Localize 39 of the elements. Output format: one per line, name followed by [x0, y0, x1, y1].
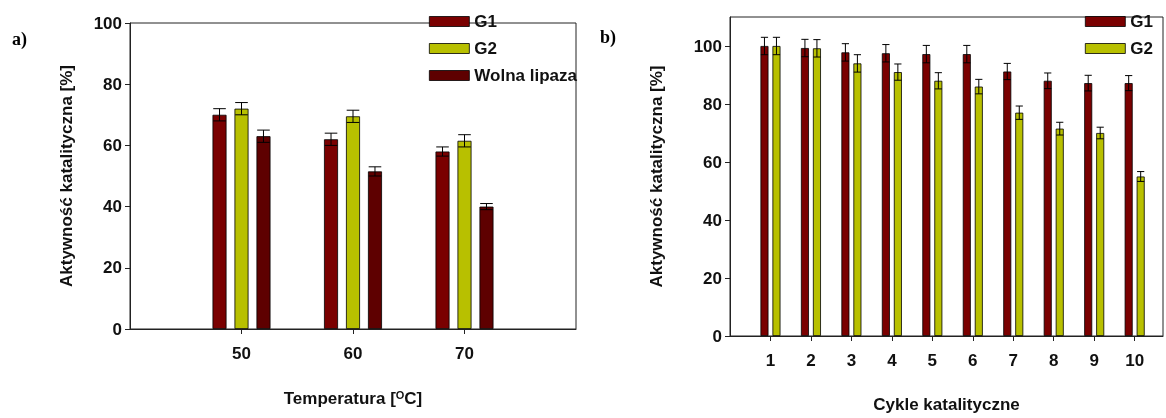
text: a) [12, 29, 27, 50]
x-tick-label: 3 [846, 351, 857, 370]
y-tick-label: 60 [703, 152, 722, 172]
y-tick-label: 80 [103, 74, 122, 94]
y-tick-label: 80 [703, 94, 722, 114]
x-tick-label: 60 [343, 344, 363, 363]
bar [1136, 176, 1145, 336]
y-tick-label: 0 [712, 326, 722, 346]
y-tick-label: 40 [103, 197, 122, 217]
legend-label: Wolna lipaza [474, 66, 578, 85]
y-tick-label: 20 [103, 258, 122, 278]
legend-label: G2 [474, 39, 498, 58]
text: b) [600, 27, 617, 48]
y-axis-title: Aktywność katalityczna [%] [57, 64, 76, 288]
x-axis-title: Cykle katalityczne [873, 395, 1020, 414]
y-axis-title: Aktywność katalityczna [%] [647, 65, 666, 288]
y-tick-label: 100 [693, 36, 722, 56]
y-tick-label: 20 [703, 268, 722, 288]
y-tick-label: 0 [112, 319, 122, 339]
legend-label: G1 [474, 12, 498, 31]
x-tick-label: 50 [232, 344, 251, 363]
x-tick-label: 10 [1125, 351, 1145, 370]
x-tick-label: 2 [806, 351, 816, 370]
y-tick-label: 100 [93, 13, 122, 33]
bar [435, 151, 450, 329]
legend-label: G2 [1130, 39, 1154, 58]
x-tick-label: 6 [968, 351, 978, 370]
x-tick-label: 7 [1008, 351, 1019, 370]
legend-label: G1 [1130, 12, 1154, 31]
y-tick-label: 60 [103, 135, 122, 155]
x-tick-label: 1 [765, 351, 776, 370]
x-tick-label: 9 [1089, 351, 1099, 370]
bar [367, 171, 382, 329]
bar [479, 206, 494, 329]
x-tick-label: 5 [927, 351, 938, 370]
x-tick-label: 8 [1049, 351, 1059, 370]
y-tick-label: 40 [703, 210, 722, 230]
x-tick-label: 4 [887, 351, 898, 370]
x-tick-label: 70 [455, 344, 474, 363]
